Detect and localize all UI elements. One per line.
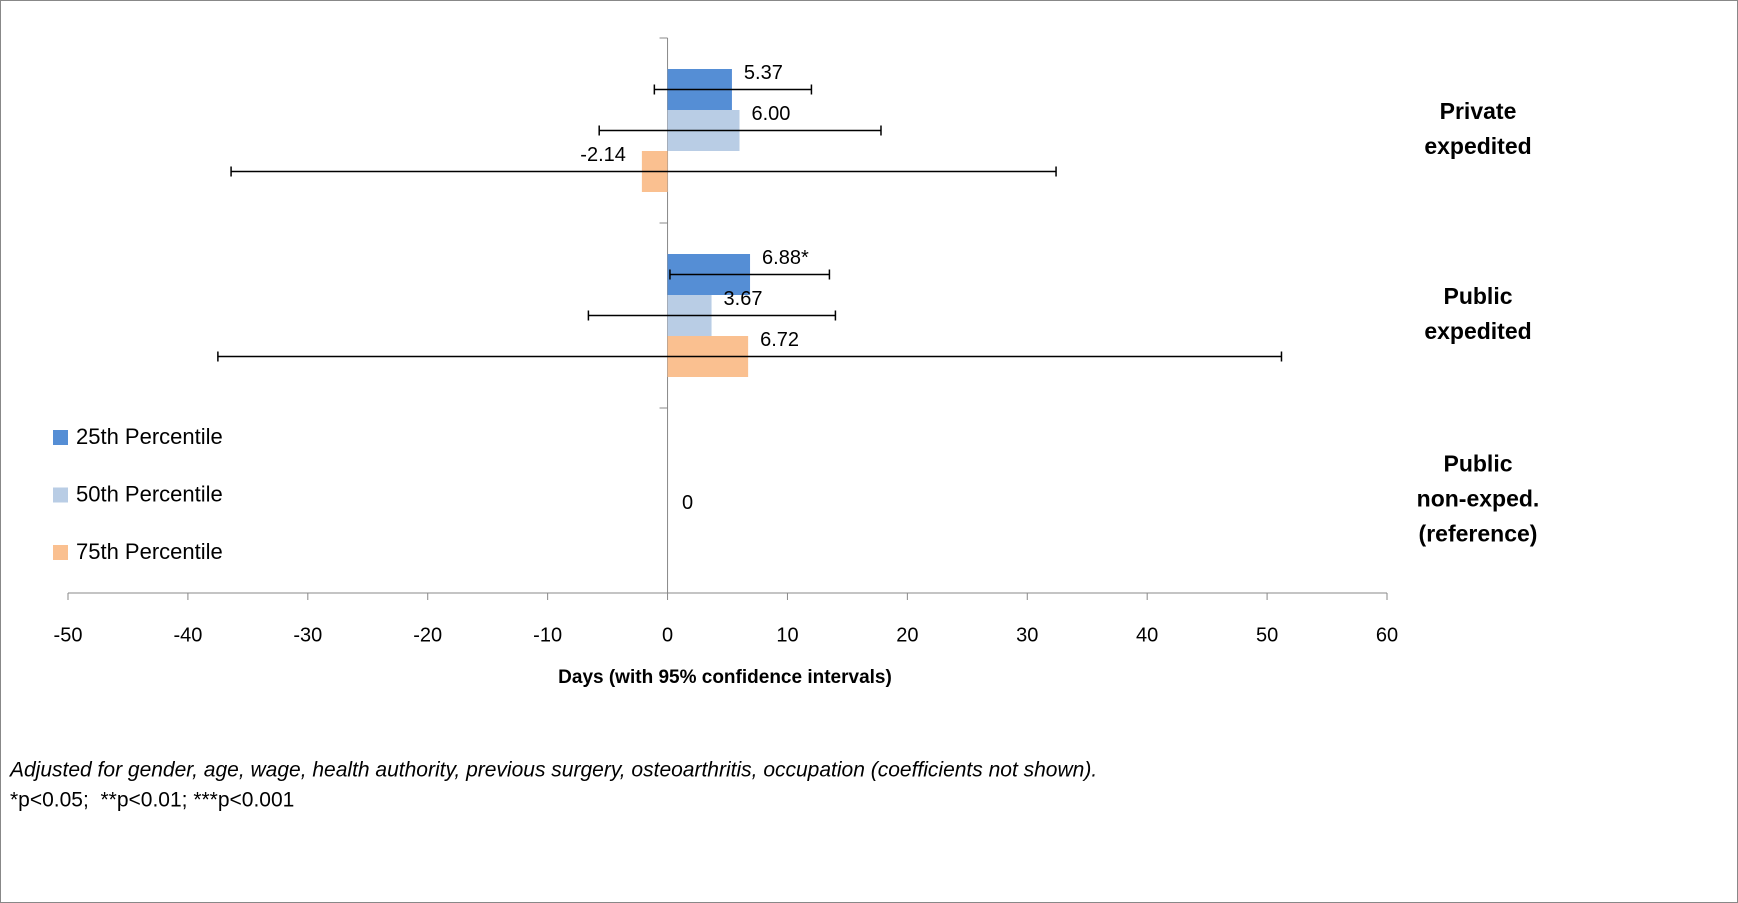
data-label: 6.88* <box>762 247 809 269</box>
legend-label: 25th Percentile <box>76 424 223 449</box>
data-label: -2.14 <box>580 144 626 166</box>
category-label-line: Public <box>1443 451 1512 477</box>
x-tick-label: 0 <box>662 624 673 646</box>
footnote: *p<0.05; **p<0.01; ***p<0.001 <box>10 789 294 812</box>
category-label: Public non-exped. (reference) <box>1417 451 1540 547</box>
x-tick-label: 50 <box>1256 624 1278 646</box>
x-tick-label: 20 <box>896 624 918 646</box>
category-label-line: non-exped. <box>1417 486 1540 512</box>
category-label: Public expedited <box>1424 283 1531 344</box>
data-label: 6.00 <box>751 103 790 125</box>
x-tick-label: 60 <box>1376 624 1398 646</box>
footnote: Adjusted for gender, age, wage, health a… <box>8 759 1097 782</box>
x-tick-label: 10 <box>776 624 798 646</box>
legend-label: 50th Percentile <box>76 481 223 506</box>
category-label-line: Private <box>1440 98 1517 124</box>
category-label-line: (reference) <box>1419 521 1538 547</box>
x-tick-label: -30 <box>293 624 322 646</box>
category-label-line: expedited <box>1424 133 1531 159</box>
data-label: 3.67 <box>724 288 763 310</box>
x-tick-label: -10 <box>533 624 562 646</box>
category-label: Private expedited <box>1424 98 1531 159</box>
x-tick-label: -40 <box>173 624 202 646</box>
legend-swatch <box>53 487 68 503</box>
legend-swatch <box>53 430 68 445</box>
data-label: 6.72 <box>760 329 799 351</box>
legend-swatch <box>53 545 68 560</box>
x-axis-title: Days (with 95% confidence intervals) <box>558 667 892 688</box>
category-label-line: expedited <box>1424 318 1531 344</box>
category-label-line: Public <box>1443 283 1512 309</box>
reference-label: 0 <box>682 492 693 514</box>
x-tick-label: 30 <box>1016 624 1038 646</box>
x-tick-label: -50 <box>54 624 83 646</box>
x-tick-label: -20 <box>413 624 442 646</box>
x-tick-label: 40 <box>1136 624 1158 646</box>
data-label: 5.37 <box>744 62 783 84</box>
legend-label: 75th Percentile <box>76 539 223 564</box>
